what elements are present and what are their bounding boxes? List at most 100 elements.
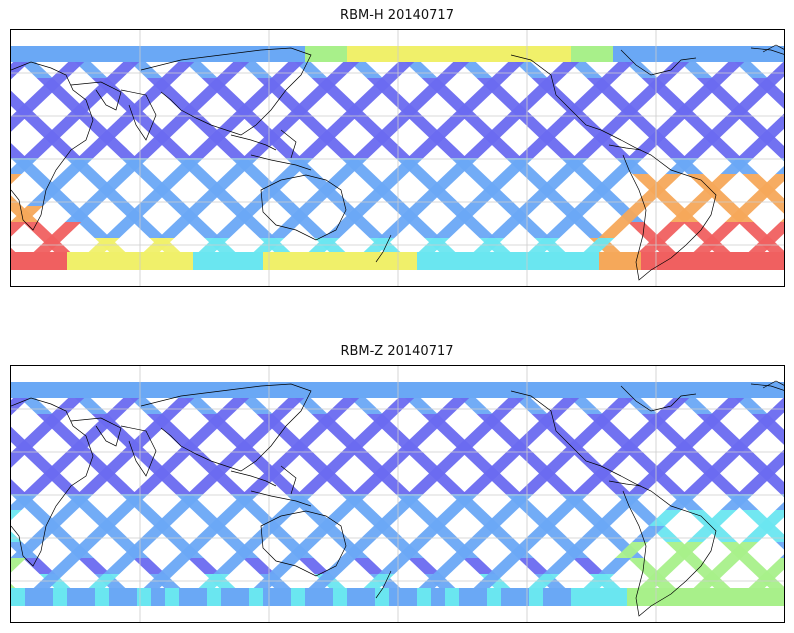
rim-cell-bottom [445,252,460,270]
rim-cell-top [11,46,26,62]
swath-segment [627,222,661,238]
rim-cell-top [487,46,502,62]
rim-cell-bottom [585,252,600,270]
swath-segment [158,558,192,574]
swath-segment [280,494,314,510]
coastline-segment [230,134,277,151]
swath-segment [746,238,780,254]
swath-segment [294,62,328,78]
swath-segment [471,574,505,590]
swath-segment [204,126,237,142]
rim-cell-bottom [11,588,26,606]
swath-segment [213,222,247,238]
swath-segment [369,462,402,478]
swath-segment [488,558,522,574]
swath-segment [708,222,742,238]
swath-segment [306,238,340,254]
swath-segment [491,62,525,78]
swath-segment [187,478,221,494]
rim-cell-bottom [543,252,558,270]
swath-segment [22,142,56,158]
swath-segment [428,510,462,526]
rim-cell-top [557,382,572,398]
swath-segment [720,494,754,510]
rim-cell-top [109,46,124,62]
swath-segment [11,462,17,468]
swath-segment [653,142,687,158]
swath-segment [737,222,771,238]
swath-segment [703,510,737,526]
swath-segment [263,510,297,526]
map-frame-top [10,29,785,287]
swath-segment [732,430,766,446]
swath-segment [120,542,153,558]
swath-segment [11,247,18,254]
swath-segment [514,62,548,78]
rim-cell-bottom [739,252,754,270]
swath-segment [610,494,644,510]
swath-segment [335,494,369,510]
rim-cell-top [263,382,278,398]
rim-cell-top [263,46,278,62]
swath-segment [306,574,340,590]
swath-segment [239,62,273,78]
swath-segment [758,174,784,190]
swath-segment [129,62,163,78]
swath-segment [665,158,699,174]
swath-segment [601,62,635,78]
swath-segment [560,542,593,558]
swath-segment [34,78,68,94]
rim-cell-top [655,46,670,62]
swath-segment [763,222,784,238]
rim-cell-top [333,46,348,62]
swath-segment [292,430,326,446]
rim-cell-bottom [627,252,642,270]
swath-segment [615,542,648,558]
coastline-segment [250,154,312,171]
swath-segment [216,398,250,414]
rim-cell-bottom [417,588,432,606]
swath-segment [462,142,496,158]
coastline-segment [11,397,94,567]
rim-cell-bottom [221,588,236,606]
panel-title-bottom: RBM-Z 20140717 [340,344,454,359]
coastline-segment [375,234,392,263]
rim-cell-bottom [515,588,530,606]
swath-segment [754,126,784,142]
swath-segment [132,222,166,238]
rim-cell-bottom [487,588,502,606]
swath-segment [106,62,140,78]
swath-segment [416,574,450,590]
rim-cell-top [347,382,362,398]
swath-segment [589,126,622,142]
swath-segment [708,142,742,158]
rim-cell-top [305,382,320,398]
rim-cell-bottom [361,588,376,606]
swath-segment [567,94,601,110]
swath-segment [352,558,386,574]
rim-cell-top [193,382,208,398]
swath-segment [538,510,572,526]
swath-segment [551,446,584,462]
swath-segment [103,222,137,238]
swath-segment [404,62,438,78]
swath-segment [352,222,386,238]
swath-segment [11,174,22,185]
swath-segment [347,94,381,110]
swath-segment [517,558,551,574]
rim-cell-top [193,46,208,62]
swath-segment [479,462,512,478]
swath-segment [127,94,161,110]
swath-segment [682,222,716,238]
swath-segment [144,78,178,94]
rim-cell-top [53,46,68,62]
rim-cell-bottom [53,252,68,270]
swath-segment [656,62,690,78]
rim-cell-bottom [137,588,152,606]
swath-segment [378,558,412,574]
swath-segment [340,542,373,558]
swath-segment [225,494,259,510]
swath-segment [749,414,783,430]
rim-cell-bottom [697,588,712,606]
coastline-segment [375,570,392,599]
